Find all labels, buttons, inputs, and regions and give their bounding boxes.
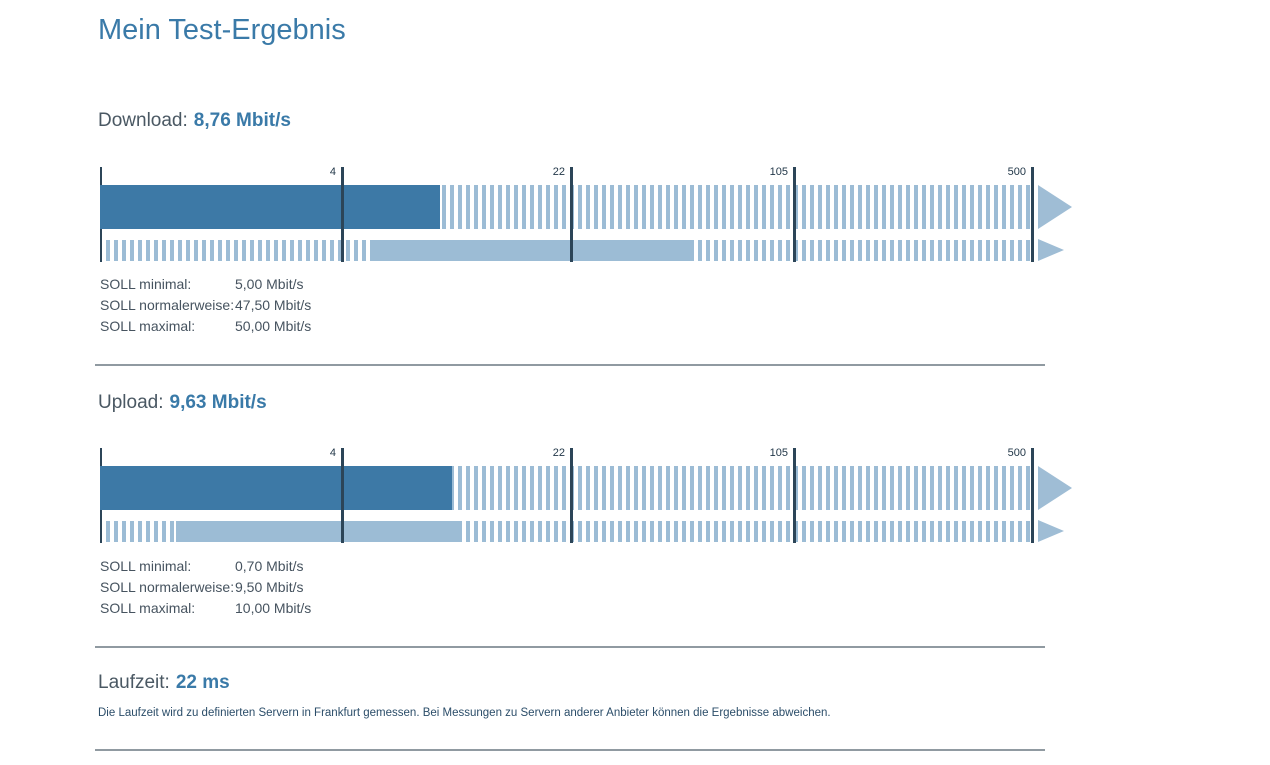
upload-heading: Upload: 9,63 Mbit/s bbox=[98, 392, 267, 414]
page-title: Mein Test-Ergebnis bbox=[98, 14, 346, 46]
soll-range-bar bbox=[372, 240, 691, 261]
axis-tick-label: 22 bbox=[552, 447, 565, 459]
measured-track bbox=[100, 185, 1033, 229]
measured-bar bbox=[100, 185, 440, 229]
laufzeit-value: 22 ms bbox=[175, 672, 230, 693]
soll-range-bar bbox=[176, 521, 461, 542]
arrow-right-small-icon bbox=[1038, 239, 1064, 261]
download-chart: 4 22 105 500 bbox=[100, 166, 1072, 262]
download-heading: Download: 8,76 Mbit/s bbox=[98, 110, 291, 132]
soll-row-label: SOLL maximal: bbox=[100, 600, 196, 616]
soll-row: SOLL minimal: 0,70 Mbit/s bbox=[100, 556, 311, 577]
axis-tick-label: 4 bbox=[329, 166, 337, 178]
arrow-right-small-icon bbox=[1038, 520, 1064, 542]
soll-track bbox=[100, 521, 1033, 542]
measured-bar bbox=[100, 466, 453, 510]
download-soll-table: SOLL minimal: 5,00 Mbit/s SOLL normalerwei… bbox=[100, 274, 311, 337]
soll-row: SOLL maximal: 10,00 Mbit/s bbox=[100, 598, 311, 619]
measured-track bbox=[100, 466, 1033, 510]
section-divider bbox=[95, 364, 1045, 366]
soll-row: SOLL minimal: 5,00 Mbit/s bbox=[100, 274, 311, 295]
axis-tick-label: 500 bbox=[1007, 166, 1026, 178]
axis-tick-line bbox=[570, 448, 573, 543]
laufzeit-note: Die Laufzeit wird zu definierten Servern… bbox=[98, 707, 831, 719]
axis-tick-label: 105 bbox=[769, 447, 788, 459]
laufzeit-heading: Laufzeit: 22 ms bbox=[98, 672, 230, 694]
soll-row-label: SOLL normalerweise: bbox=[100, 579, 235, 595]
soll-row-value: 47,50 Mbit/s bbox=[235, 297, 312, 313]
soll-row-value: 5,00 Mbit/s bbox=[235, 276, 304, 292]
soll-row-value: 0,70 Mbit/s bbox=[235, 558, 304, 574]
arrow-right-large-icon bbox=[1038, 185, 1072, 229]
axis-tick-line bbox=[570, 167, 573, 262]
soll-track bbox=[100, 240, 1033, 261]
axis-tick-line bbox=[1031, 167, 1034, 262]
axis-tick-label: 105 bbox=[769, 166, 788, 178]
axis-tick-line bbox=[341, 448, 345, 543]
soll-row-label: SOLL minimal: bbox=[100, 276, 192, 292]
soll-row-value: 50,00 Mbit/s bbox=[235, 318, 312, 334]
download-value: 8,76 Mbit/s bbox=[193, 110, 291, 131]
upload-chart: 4 22 105 500 bbox=[100, 447, 1072, 543]
section-divider bbox=[95, 749, 1045, 751]
soll-row-label: SOLL minimal: bbox=[100, 558, 192, 574]
axis-tick-label: 4 bbox=[329, 447, 337, 459]
axis-tick-line bbox=[792, 167, 796, 262]
axis-tick-label: 500 bbox=[1007, 447, 1026, 459]
upload-value: 9,63 Mbit/s bbox=[169, 392, 267, 413]
axis-tick-line bbox=[792, 448, 796, 543]
soll-row-label: SOLL normalerweise: bbox=[100, 297, 235, 313]
soll-row: SOLL maximal: 50,00 Mbit/s bbox=[100, 316, 311, 337]
soll-row-value: 10,00 Mbit/s bbox=[235, 600, 312, 616]
axis-tick-label: 22 bbox=[552, 166, 565, 178]
upload-label: Upload: bbox=[98, 392, 164, 413]
soll-row: SOLL normalerweise: 9,50 Mbit/s bbox=[100, 577, 311, 598]
laufzeit-label: Laufzeit: bbox=[98, 672, 170, 693]
download-label: Download: bbox=[98, 110, 188, 131]
axis-tick-line bbox=[1031, 448, 1034, 543]
soll-row-label: SOLL maximal: bbox=[100, 318, 196, 334]
soll-row-value: 9,50 Mbit/s bbox=[235, 579, 304, 595]
axis-tick-line bbox=[341, 167, 345, 262]
section-divider bbox=[95, 646, 1045, 648]
arrow-right-large-icon bbox=[1038, 466, 1072, 510]
upload-soll-table: SOLL minimal: 0,70 Mbit/s SOLL normalerwei… bbox=[100, 556, 311, 619]
soll-row: SOLL normalerweise: 47,50 Mbit/s bbox=[100, 295, 311, 316]
